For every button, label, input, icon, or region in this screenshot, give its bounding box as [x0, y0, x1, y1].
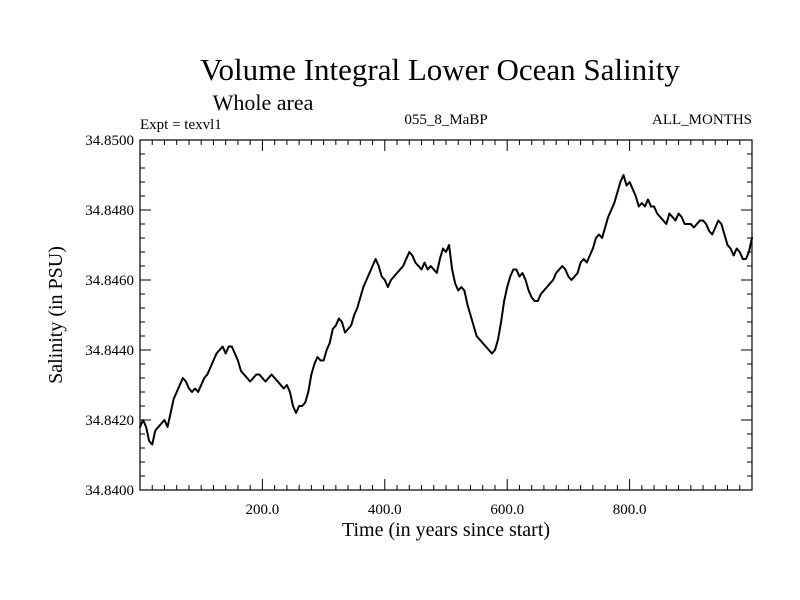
x-tick-label: 400.0	[368, 502, 402, 518]
y-tick-label: 34.8480	[85, 203, 134, 219]
x-axis-label: Time (in years since start)	[342, 519, 550, 541]
plot-frame	[139, 139, 753, 491]
x-tick-label: 800.0	[613, 502, 647, 518]
tick-labels: 200.0 400.0 600.0 800.0 34.8400 34.8420 34.844…	[85, 133, 646, 518]
y-tick-label: 34.8500	[85, 133, 134, 149]
axis-ticks	[140, 140, 752, 490]
y-axis-label: Salinity (in PSU)	[45, 246, 67, 384]
chart-title: Volume Integral Lower Ocean Salinity	[200, 52, 680, 87]
y-tick-label: 34.8420	[85, 413, 134, 429]
x-tick-label: 600.0	[490, 502, 524, 518]
months-label: ALL_MONTHS	[652, 112, 752, 128]
experiment-label: Expt = texvl1	[140, 117, 222, 133]
y-tick-label: 34.8440	[85, 343, 134, 359]
y-tick-label: 34.8460	[85, 273, 134, 289]
chart-subtitle: Whole area	[213, 90, 314, 115]
time-slice-label: 055_8_MaBP	[404, 112, 487, 128]
y-tick-label: 34.8400	[85, 483, 134, 499]
x-tick-label: 200.0	[246, 502, 280, 518]
series-line-salinity	[139, 174, 753, 446]
